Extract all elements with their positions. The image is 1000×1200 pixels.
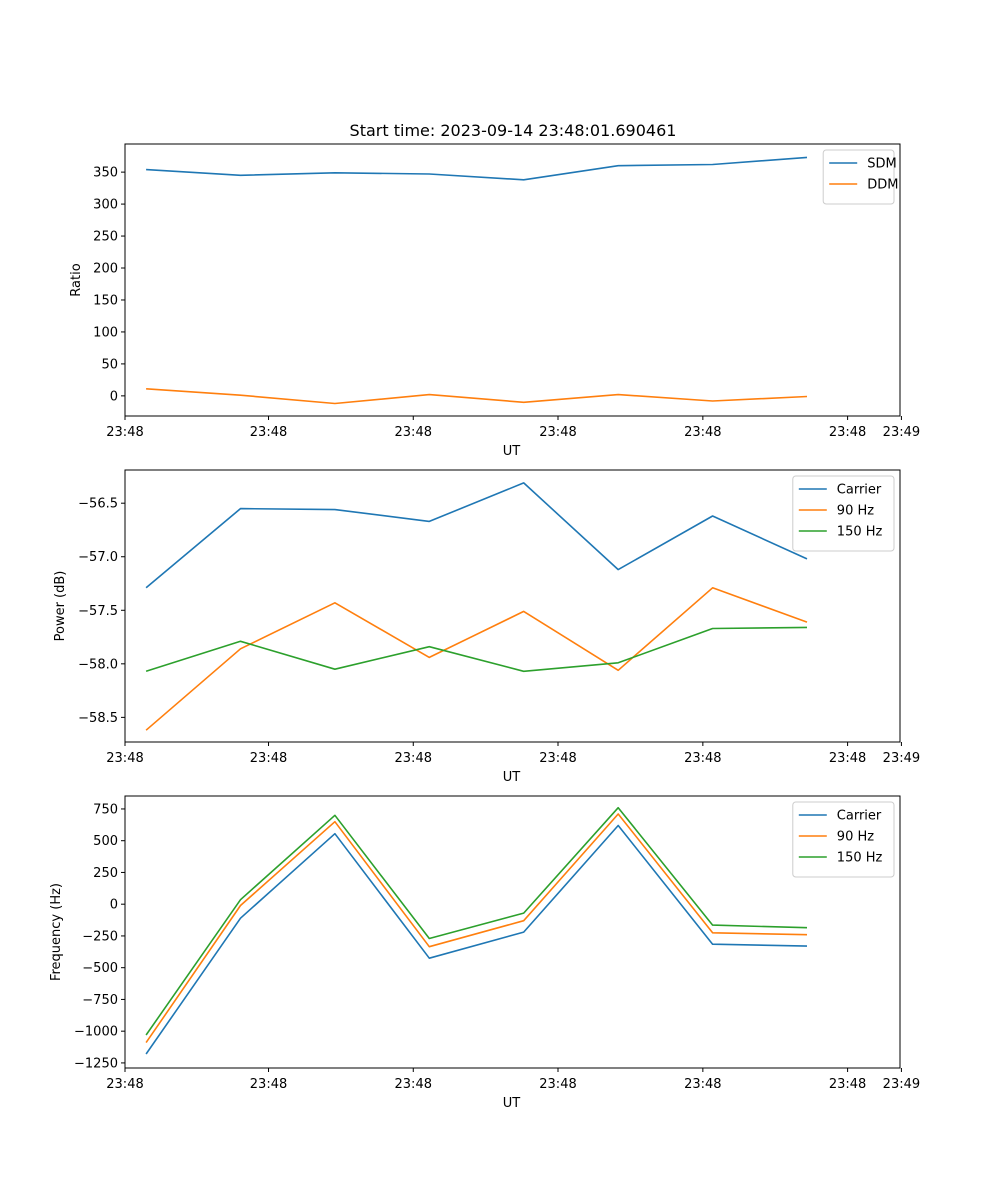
frequency-y-tick-label: −1000 [74,1025,118,1040]
power-x-tick-label: 23:48 [539,751,576,766]
ratio-axes-frame [124,143,901,417]
ratio-y-tick-label: 300 [93,198,118,213]
ratio-y-tick-label: 100 [93,325,118,340]
frequency-x-tick-label: 23:48 [829,1077,866,1092]
ratio-legend: SDM DDM [822,149,898,205]
power-y-axis-label: Power (dB) [53,571,68,642]
figure-title: Start time: 2023-09-14 23:48:01.690461 [350,121,677,140]
power-x-tick-label: 23:48 [395,751,432,766]
frequency-legend-label-150-hz: 150 Hz [837,851,883,866]
frequency-legend-box [792,801,895,878]
ratio-legend-label-ddm: DDM [867,178,898,193]
frequency-legend-label-90-hz: 90 Hz [837,830,874,845]
frequency-series-carrier-line [145,824,808,1055]
ratio-y-tick-label: 50 [101,357,118,372]
ratio-plot-area [125,144,900,416]
frequency-legend-label-carrier: Carrier [837,809,882,824]
frequency-y-tick-label: 0 [110,898,118,913]
ratio-series-sdm-line [146,156,808,181]
power-x-tick-label: 23:48 [106,751,143,766]
power-x-axis-label: UT [503,770,521,785]
frequency-y-tick-label: −1250 [74,1056,118,1071]
power-legend-label-carrier: Carrier [837,483,882,498]
ratio-y-tick-label: 150 [93,293,118,308]
frequency-x-axis-label: UT [503,1096,521,1111]
ratio-y-tick-label: 0 [110,389,118,404]
frequency-y-tick-label: 500 [93,834,118,849]
ratio-y-tick-label: 350 [93,166,118,181]
power-x-tick-label: 23:48 [684,751,721,766]
power-plot-area [125,470,900,742]
power-x-tick-label: 23:48 [829,751,866,766]
ratio-y-tick-label: 200 [93,262,118,277]
power-y-tick-label: −57.0 [78,550,118,565]
power-legend-label-150-hz: 150 Hz [837,525,883,540]
frequency-axes-frame [124,795,901,1069]
power-axes-frame [124,469,901,743]
power-y-tick-label: −58.5 [78,711,118,726]
frequency-x-tick-label: 23:48 [106,1077,143,1092]
frequency-series-90-hz-line [145,813,808,1044]
frequency-y-axis-label: Frequency (Hz) [49,883,64,981]
ratio-x-tick-label: 23:48 [106,425,143,440]
frequency-y-tick-label: −500 [82,961,118,976]
ratio-legend-label-sdm: SDM [867,157,896,172]
ratio-chart: 0 50 100 150 200 250 300 350 23:48 23:48 23:48 23:4… [69,143,920,459]
frequency-x-tick-label: 23:49 [883,1077,920,1092]
power-y-tick-label: −58.0 [78,657,118,672]
power-legend-label-90-hz: 90 Hz [837,504,874,519]
ratio-y-tick-label: 250 [93,230,118,245]
frequency-chart: −1250 −1000 −750 −500 −250 0 250 500 750 23:48 23:… [49,795,920,1111]
frequency-x-tick-label: 23:48 [395,1077,432,1092]
power-legend-box [792,475,895,552]
frequency-y-tick-label: 250 [93,866,118,881]
frequency-plot-area [125,796,900,1068]
power-y-tick-label: −56.5 [78,497,118,512]
power-x-tick-label: 23:48 [250,751,287,766]
frequency-y-tick-label: −750 [82,993,118,1008]
power-legend: Carrier 90 Hz 150 Hz [792,475,895,552]
frequency-y-tick-label: −250 [82,929,118,944]
ratio-x-tick-label: 23:48 [250,425,287,440]
frequency-x-tick-label: 23:48 [250,1077,287,1092]
power-series-carrier-line [145,482,808,589]
frequency-legend: Carrier 90 Hz 150 Hz [792,801,895,878]
ratio-x-tick-label: 23:48 [684,425,721,440]
frequency-series-150-hz-line [145,806,808,1036]
ratio-series-ddm-line [146,388,808,405]
power-series-150-hz-line [145,626,808,673]
ratio-x-tick-label: 23:48 [829,425,866,440]
ratio-y-axis-label: Ratio [69,263,84,296]
power-series-90-hz-line [145,586,808,731]
power-y-tick-label: −57.5 [78,604,118,619]
power-chart: −58.5 −58.0 −57.5 −57.0 −56.5 23:48 23:48 23:48… [53,469,920,785]
frequency-x-tick-label: 23:48 [539,1077,576,1092]
ratio-x-tick-label: 23:48 [539,425,576,440]
ratio-x-tick-label: 23:49 [883,425,920,440]
frequency-y-tick-label: 750 [93,802,118,817]
ratio-x-tick-label: 23:48 [395,425,432,440]
power-x-tick-label: 23:49 [883,751,920,766]
ratio-x-axis-label: UT [503,444,521,459]
frequency-x-tick-label: 23:48 [684,1077,721,1092]
